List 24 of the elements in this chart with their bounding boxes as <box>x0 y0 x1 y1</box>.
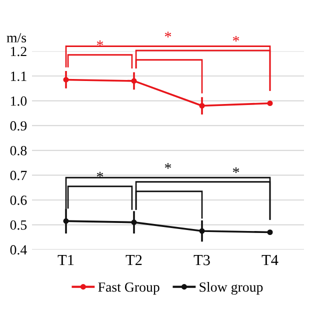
y-tick-label: 0.7 <box>10 170 27 180</box>
y-tick-label: 1.1 <box>11 72 26 82</box>
text: * <box>164 32 172 38</box>
y-axis-title: m/s <box>6 33 26 42</box>
legend-label: Slow group <box>200 282 263 295</box>
text: * <box>96 40 104 46</box>
point <box>267 100 273 106</box>
annotation: * <box>96 172 104 178</box>
legend-label: Fast Group <box>98 282 160 295</box>
x-tick-label: T4 <box>262 255 278 266</box>
y-tick-label: 0.4 <box>10 245 27 255</box>
annotation: * <box>164 163 172 169</box>
y-tick-label: 0.9 <box>10 121 27 131</box>
y-tick-label: 0.5 <box>10 220 27 230</box>
x-tick-label: T3 <box>194 254 210 266</box>
y-tick-label: 0.8 <box>10 146 27 156</box>
text: * <box>232 36 240 42</box>
x-tick-label: T1 <box>58 254 74 266</box>
y-tick-label: 1.0 <box>11 96 27 106</box>
y-tick-label: 0.6 <box>10 196 27 206</box>
point <box>267 229 273 236</box>
annotation: * <box>232 167 240 173</box>
x-tick-label: T2 <box>126 254 142 266</box>
y-tick-label: 1.2 <box>11 46 26 56</box>
